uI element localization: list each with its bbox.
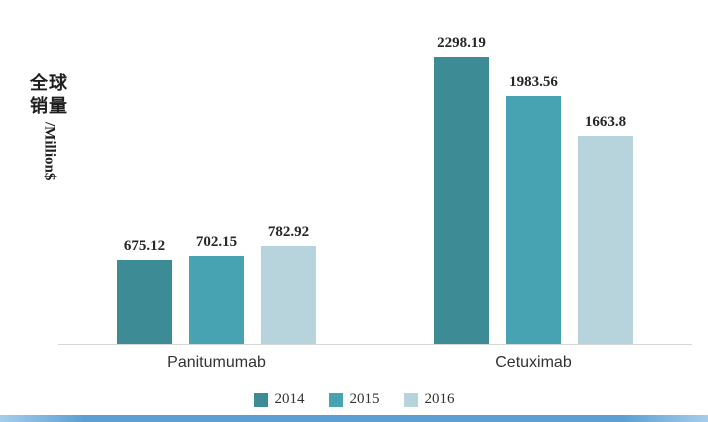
legend-label: 2014 [274,391,305,407]
x-axis-label-panitumumab: Panitumumab [167,354,266,371]
bar-group-panitumumab: 675.12 702.15 782.92 [58,224,375,344]
x-axis-labels: Panitumumab Cetuximab [58,345,692,372]
bar-cetuximab-2014: 2298.19 [434,35,489,344]
y-axis-label: 全球销量 /Million$ [28,72,70,185]
bottom-accent-strip [0,415,708,422]
y-axis-label-zh: 全球销量 [30,73,68,117]
x-axis-label-cetuximab: Cetuximab [495,354,572,371]
legend-item-2014: 2014 [253,391,305,408]
legend-item-2015: 2015 [328,391,380,408]
bar-value-label: 702.15 [195,234,238,250]
bar-value-label: 1983.56 [509,74,558,90]
bar-panitumumab-2015: 702.15 [189,234,244,344]
bar-value-label: 2298.19 [437,35,486,51]
bar-group-cetuximab: 2298.19 1983.56 1663.8 [375,35,692,344]
bar-cetuximab-2015: 1983.56 [506,74,561,344]
legend-label: 2015 [349,391,380,407]
bar-chart: 675.12 702.15 782.92 2298.19 1983.56 1663.8 P… [58,18,692,372]
bar-value-label: 782.92 [267,224,310,240]
bar-panitumumab-2016: 782.92 [261,224,316,344]
bar-value-label: 1663.8 [584,114,627,130]
bar-panitumumab-2014: 675.12 [117,238,172,344]
legend: 2014 2015 2016 [0,391,708,408]
legend-label: 2016 [424,391,455,407]
legend-swatch-2015 [328,392,343,407]
y-axis-label-unit: /Million$ [41,121,58,181]
legend-swatch-2014 [253,392,268,407]
legend-item-2016: 2016 [403,391,455,408]
bar-value-label: 675.12 [123,238,166,254]
plot-area: 675.12 702.15 782.92 2298.19 1983.56 1663.8 [58,18,692,345]
legend-swatch-2016 [403,392,418,407]
bar-cetuximab-2016: 1663.8 [578,114,633,344]
